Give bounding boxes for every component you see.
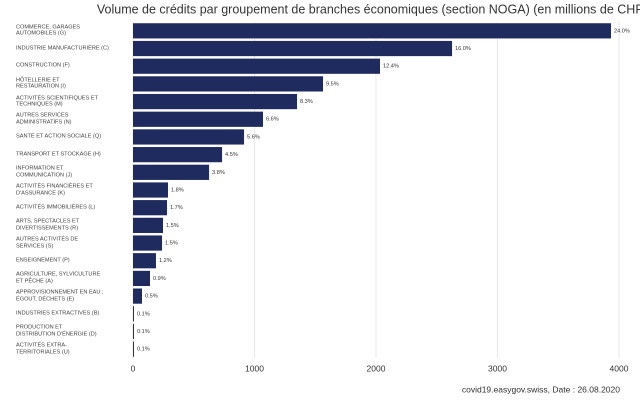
- share-label: 0.1%: [137, 347, 150, 353]
- bar: [133, 235, 163, 251]
- x-tick-label: 0: [131, 363, 136, 373]
- share-label: 0.1%: [137, 329, 150, 335]
- bar: [133, 164, 210, 180]
- y-tick-label: AUTRES ACTIVITÉS DE SERVICES (S): [16, 236, 79, 250]
- bar: [133, 93, 298, 110]
- share-label: 1.2%: [159, 258, 172, 264]
- bar: [133, 58, 381, 74]
- share-label: 8.3%: [300, 99, 313, 105]
- share-label: 9.5%: [326, 81, 339, 87]
- y-tick-label: ACTIVITÉS IMMOBILIÈRES (L): [16, 204, 96, 211]
- y-tick-label: TRANSPORT ET STOCKAGE (H): [16, 151, 101, 158]
- share-label: 0.1%: [137, 311, 150, 317]
- x-tick-label: 3000: [488, 363, 507, 373]
- bar: [133, 40, 453, 57]
- x-tick-label: 4000: [610, 363, 629, 373]
- bar: [133, 182, 168, 198]
- y-tick-label: ENSEIGNEMENT (P): [16, 257, 70, 264]
- y-tick-label: AGRICULTURE, SYLVICULTURE ET PÊCHE (A): [16, 271, 101, 285]
- y-tick-label: ACTIVITÉS SCIENTIFIQUES ET TECHNIQUES (M…: [16, 94, 99, 108]
- y-tick-label: HÔTELLERIE ET RESTAURATION (I): [16, 77, 66, 90]
- bar: [133, 270, 151, 287]
- share-label: 4.5%: [225, 152, 238, 158]
- bar: [133, 306, 134, 322]
- share-label: 0.5%: [145, 294, 158, 300]
- share-label: 6.6%: [266, 117, 279, 123]
- y-tick-label: SANTÉ ET ACTION SOCIALE (Q): [16, 133, 102, 140]
- bar: [133, 76, 324, 92]
- share-label: 16.0%: [455, 46, 471, 52]
- bar: [133, 23, 611, 39]
- bar: [133, 111, 264, 127]
- bar: [133, 288, 142, 304]
- x-tick-label: 2000: [367, 363, 386, 373]
- y-tick-label: INFORMATION ET COMMUNICATION (J): [16, 165, 73, 179]
- y-tick-label: ARTS, SPECTACLES ET DIVERTISSEMENTS (R): [16, 218, 80, 232]
- bar: [133, 147, 223, 163]
- share-label: 5.6%: [247, 134, 260, 140]
- bar: [133, 253, 156, 269]
- bar: [133, 129, 245, 145]
- share-label: 1.8%: [171, 187, 184, 193]
- y-tick-label: AUTRES SERVICES ADMINISTRATIFS (N): [16, 112, 72, 126]
- bar: [133, 217, 164, 233]
- y-tick-label: APPROVISIONNEMENT EN EAU ; ÉGOUT, DÉCHET…: [16, 289, 104, 303]
- share-label: 1.5%: [166, 223, 179, 229]
- share-label: 1.5%: [165, 241, 178, 247]
- bar: [133, 323, 134, 340]
- y-tick-label: ACTIVITÉS FINANCIÈRES ET D'ASSURANCE (K): [16, 183, 93, 196]
- share-label: 3.8%: [212, 170, 225, 176]
- share-label: 0.9%: [153, 276, 166, 282]
- chart-title: Volume de crédits par groupement de bran…: [97, 2, 640, 16]
- y-tick-label: INDUSTRIES EXTRACTIVES (B): [16, 310, 100, 317]
- share-label: 12.4%: [383, 64, 399, 70]
- x-tick-label: 1000: [245, 363, 264, 373]
- y-tick-label: ACTIVITÉS EXTRA- TERRITORIALES (U): [16, 342, 70, 356]
- y-tick-label: PRODUCTION ET DISTRIBUTION D'ÉNERGIE (D): [16, 324, 97, 338]
- y-tick-label: CONSTRUCTION (F): [16, 62, 70, 69]
- y-tick-label: INDUSTRIE MANUFACTURIÈRE (C): [16, 45, 109, 52]
- y-tick-label: COMMERCE, GARAGES AUTOMOBILES (G): [16, 24, 81, 37]
- bar: [133, 341, 134, 357]
- bar: [133, 200, 168, 216]
- share-label: 24.0%: [614, 28, 630, 34]
- share-label: 1.7%: [170, 205, 183, 211]
- caption: covid19.easygov.swiss, Date : 26.08.2020: [462, 384, 620, 394]
